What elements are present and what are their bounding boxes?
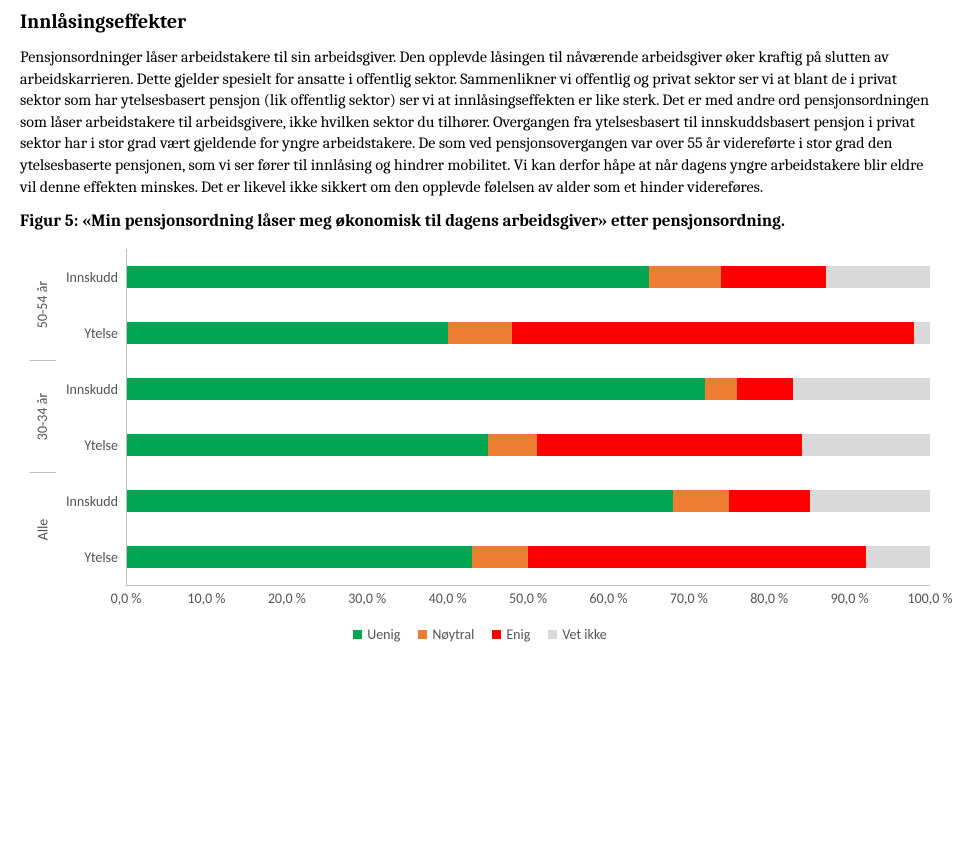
chart-bar-row <box>127 473 930 529</box>
chart-x-tick: 100,0 % <box>907 590 952 607</box>
chart-x-tick: 30,0 % <box>348 590 386 607</box>
legend-item-noytral: Nøytral <box>418 626 474 643</box>
legend-swatch <box>492 630 501 639</box>
chart-bar-row <box>127 249 930 305</box>
legend-item-uenig: Uenig <box>353 626 400 643</box>
chart-body: 50-54 år30-34 årAlle InnskuddYtelseInnsk… <box>30 249 930 586</box>
figure-title: Figur 5: «Min pensjonsordning låser meg … <box>20 212 940 231</box>
chart-segment-noytral <box>649 266 721 288</box>
chart-x-tick: 0,0 % <box>111 590 142 607</box>
chart-bar-stack <box>127 322 930 344</box>
body-paragraph: Pensjonsordninger låser arbeidstakere ti… <box>20 47 940 198</box>
chart-x-tick: 10,0 % <box>187 590 225 607</box>
chart-segment-vet_ikke <box>866 546 930 568</box>
legend-label: Enig <box>506 626 530 643</box>
chart-x-tick: 40,0 % <box>429 590 467 607</box>
chart-bar-stack <box>127 434 930 456</box>
chart-bar-row <box>127 417 930 473</box>
chart-legend: Uenig Nøytral Enig Vet ikke <box>30 626 930 643</box>
chart-bars-column <box>126 249 930 586</box>
legend-label: Vet ikke <box>562 626 606 643</box>
chart-group-label-wrap: 50-54 år <box>30 249 56 361</box>
chart-bar-stack <box>127 546 930 568</box>
chart: 50-54 år30-34 årAlle InnskuddYtelseInnsk… <box>30 249 930 643</box>
chart-bar-stack <box>127 490 930 512</box>
chart-category-label: Ytelse <box>56 305 126 361</box>
legend-item-enig: Enig <box>492 626 530 643</box>
chart-segment-enig <box>737 378 793 400</box>
chart-segment-enig <box>528 546 865 568</box>
legend-label: Uenig <box>367 626 400 643</box>
chart-category-label: Ytelse <box>56 417 126 473</box>
legend-label: Nøytral <box>432 626 474 643</box>
chart-segment-noytral <box>472 546 528 568</box>
chart-segment-noytral <box>448 322 512 344</box>
chart-segment-uenig <box>127 546 472 568</box>
chart-segment-noytral <box>705 378 737 400</box>
chart-segment-vet_ikke <box>793 378 930 400</box>
chart-x-tick: 60,0 % <box>589 590 627 607</box>
chart-category-label: Innskudd <box>56 249 126 305</box>
chart-segment-uenig <box>127 378 705 400</box>
chart-segment-uenig <box>127 322 448 344</box>
chart-segment-enig <box>512 322 914 344</box>
chart-segment-vet_ikke <box>826 266 930 288</box>
chart-x-tick: 50,0 % <box>509 590 547 607</box>
chart-segment-uenig <box>127 490 673 512</box>
chart-x-tick: 90,0 % <box>831 590 869 607</box>
chart-segment-noytral <box>673 490 729 512</box>
chart-bar-stack <box>127 266 930 288</box>
chart-category-labels-column: InnskuddYtelseInnskuddYtelseInnskuddYtel… <box>56 249 126 586</box>
chart-bar-row <box>127 305 930 361</box>
chart-segment-uenig <box>127 434 488 456</box>
chart-group-labels-column: 50-54 år 30-34 år Alle <box>30 249 56 586</box>
chart-segment-enig <box>729 490 809 512</box>
chart-segment-enig <box>721 266 825 288</box>
legend-swatch <box>353 630 362 639</box>
chart-bar-stack <box>127 378 930 400</box>
chart-category-label: Ytelse <box>56 529 126 585</box>
chart-segment-vet_ikke <box>810 490 930 512</box>
chart-x-tick: 20,0 % <box>268 590 306 607</box>
chart-segment-enig <box>537 434 802 456</box>
chart-group-label-wrap: 30-34 år <box>30 361 56 473</box>
chart-segment-vet_ikke <box>802 434 930 456</box>
chart-segment-noytral <box>488 434 536 456</box>
chart-x-tick: 80,0 % <box>750 590 788 607</box>
chart-segment-vet_ikke <box>914 322 930 344</box>
legend-item-vet_ikke: Vet ikke <box>548 626 606 643</box>
legend-swatch <box>548 630 557 639</box>
chart-category-label: Innskudd <box>56 361 126 417</box>
chart-group-label: 50-54 år <box>35 281 52 328</box>
chart-segment-uenig <box>127 266 649 288</box>
chart-x-tick: 70,0 % <box>670 590 708 607</box>
chart-group-label: Alle <box>35 518 52 540</box>
chart-bar-row <box>127 361 930 417</box>
chart-group-label: 30-34 år <box>35 393 52 440</box>
legend-swatch <box>418 630 427 639</box>
chart-category-label: Innskudd <box>56 473 126 529</box>
section-title: Innlåsingseffekter <box>20 10 940 33</box>
chart-group-label-wrap: Alle <box>30 473 56 585</box>
chart-bar-row <box>127 529 930 585</box>
chart-x-axis: 0,0 % 10,0 % 20,0 % 30,0 % 40,0 % 50,0 % 60,0 … <box>30 586 930 608</box>
